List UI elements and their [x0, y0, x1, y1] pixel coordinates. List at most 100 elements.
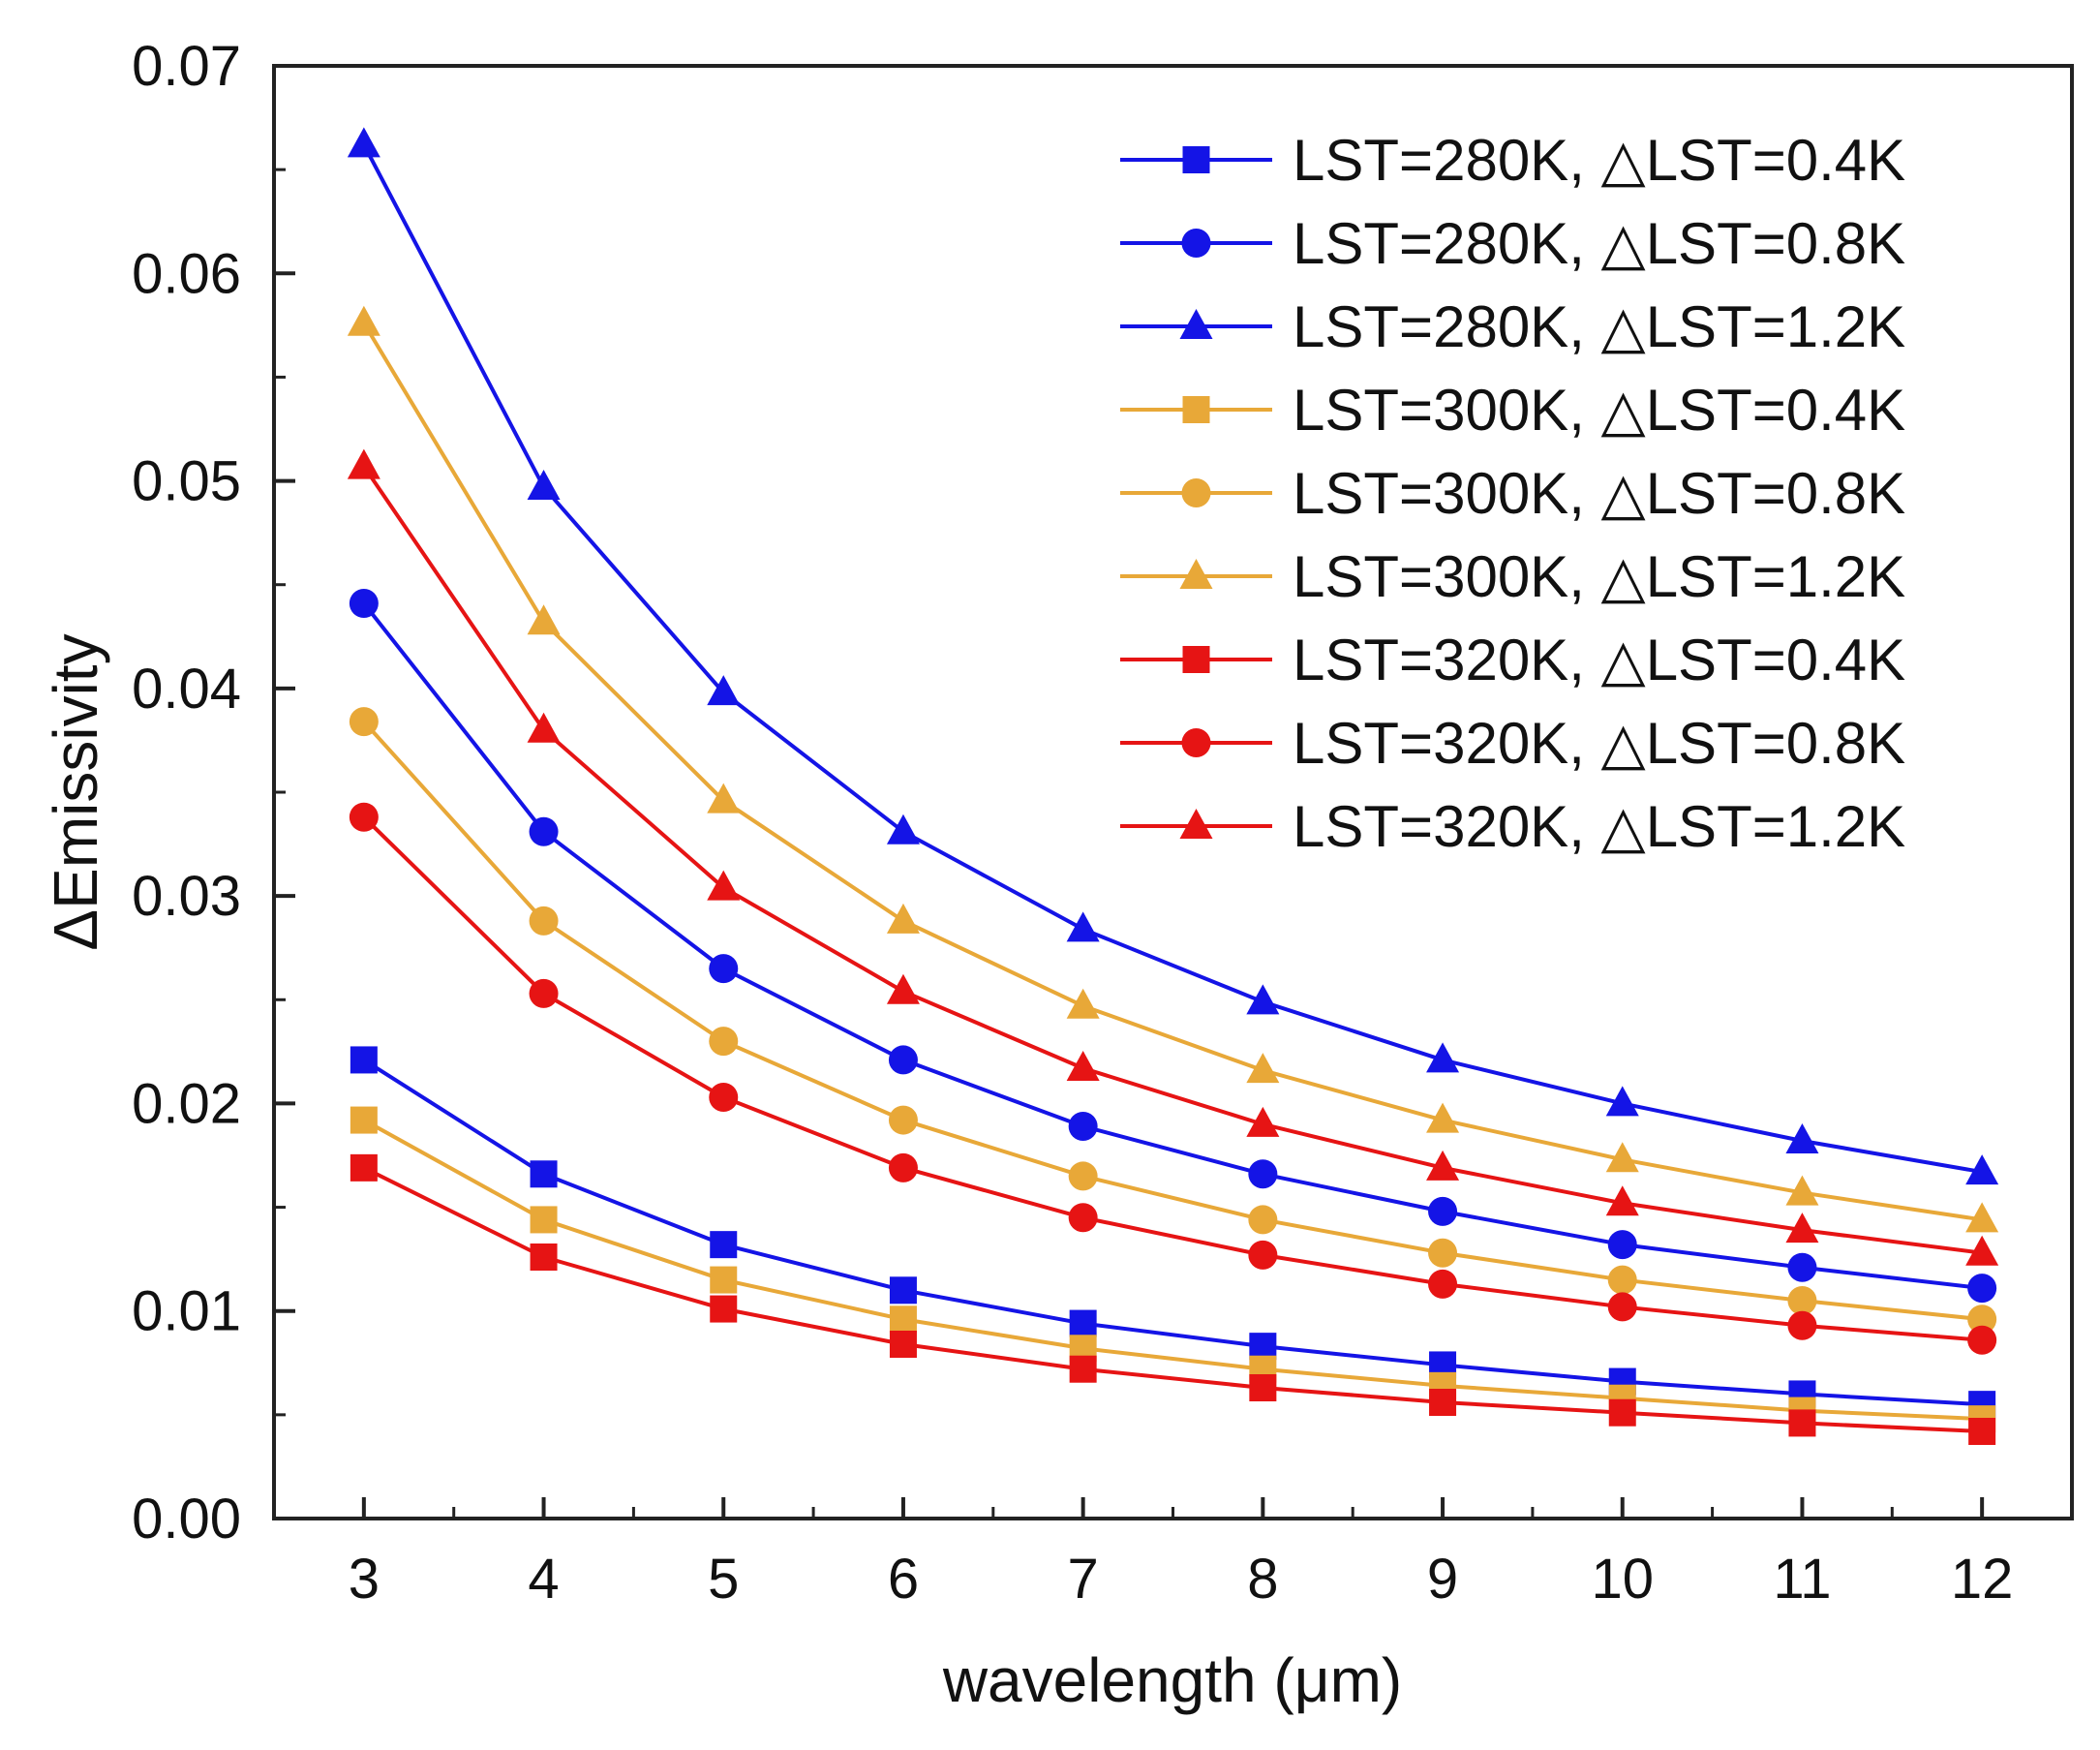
series-line [362, 1118, 1983, 1422]
series-3 [347, 127, 1999, 1185]
series-9 [347, 448, 1999, 1266]
data-point [1787, 1252, 1817, 1282]
data-point [1967, 1274, 1997, 1304]
data-point [527, 712, 561, 743]
x-tick-label: 11 [1773, 1548, 1831, 1611]
data-point [710, 1266, 738, 1294]
data-point [347, 448, 380, 479]
y-tick-label: 0.07 [132, 35, 241, 98]
x-tick-label: 4 [528, 1548, 559, 1611]
data-point [1605, 1185, 1639, 1216]
data-point [886, 973, 920, 1004]
data-point [1068, 1112, 1098, 1141]
data-point [1607, 1230, 1637, 1260]
series-line [362, 601, 1983, 1291]
data-point [707, 783, 741, 814]
data-point [709, 954, 739, 984]
data-point [886, 814, 920, 844]
data-point [347, 127, 380, 158]
data-point [1068, 1203, 1098, 1233]
legend-marker [1182, 646, 1210, 673]
data-point [1428, 1269, 1458, 1299]
legend-marker [1179, 309, 1213, 339]
series-1 [350, 1046, 1996, 1419]
data-point [1967, 1305, 1997, 1335]
legend-item: LST=300K, △LST=1.2K [1120, 544, 1905, 609]
data-point [347, 305, 380, 336]
legend-label: LST=280K, △LST=0.4K [1293, 128, 1905, 193]
data-point [527, 604, 561, 635]
y-tick-label: 0.02 [132, 1072, 241, 1135]
data-point [1249, 1374, 1277, 1401]
data-point [1428, 1238, 1458, 1268]
data-point [1069, 1309, 1097, 1337]
data-point [1426, 1150, 1460, 1181]
x-tick-label: 5 [708, 1548, 739, 1611]
data-point [888, 1152, 918, 1182]
data-point [710, 1295, 738, 1323]
y-tick-label: 0.06 [132, 242, 241, 305]
series-7 [350, 1153, 1996, 1445]
data-point [709, 1027, 739, 1057]
series-2 [349, 589, 1997, 1304]
legend-marker [1182, 396, 1210, 423]
data-point [350, 1153, 378, 1182]
data-point [888, 1105, 918, 1135]
legend-label: LST=320K, △LST=0.4K [1293, 628, 1905, 692]
legend-marker [1181, 229, 1211, 258]
series-line [362, 720, 1983, 1322]
data-point [707, 675, 741, 706]
legend-item: LST=320K, △LST=0.4K [1120, 628, 1905, 692]
data-point [1965, 1235, 1999, 1266]
legend: LST=280K, △LST=0.4K LST=280K, △LST=0.8K LS… [1120, 128, 1905, 859]
legend-marker [1181, 478, 1211, 507]
legend-label: LST=320K, △LST=1.2K [1293, 794, 1905, 859]
legend-marker [1181, 728, 1211, 757]
data-point [1246, 1106, 1280, 1137]
legend-marker [1179, 809, 1213, 839]
series-line [362, 1166, 1983, 1433]
series-layer [347, 127, 1999, 1445]
legend-label: LST=320K, △LST=0.8K [1293, 711, 1905, 776]
data-point [1246, 984, 1280, 1015]
legend-item: LST=320K, △LST=0.8K [1120, 711, 1905, 776]
y-tick-label: 0.03 [132, 865, 241, 928]
y-axis-title: ΔEmissivity [41, 633, 110, 950]
data-point [530, 1243, 558, 1271]
data-point [1785, 1213, 1819, 1243]
data-point [1066, 1051, 1100, 1081]
x-tick-label: 10 [1591, 1548, 1654, 1611]
series-8 [349, 802, 1997, 1355]
legend-label: LST=300K, △LST=0.4K [1293, 378, 1905, 443]
data-point [1246, 1053, 1280, 1084]
data-point [1787, 1310, 1817, 1340]
data-point [889, 1331, 917, 1358]
data-point [1967, 1325, 1997, 1355]
data-point [889, 1305, 917, 1334]
data-point [527, 470, 561, 500]
data-point [1066, 911, 1100, 942]
plot-area-frame [272, 64, 2074, 1520]
y-tick-label: 0.05 [132, 450, 241, 513]
data-point [1968, 1418, 1996, 1445]
data-point [1965, 1154, 1999, 1185]
legend-item: LST=320K, △LST=1.2K [1120, 794, 1905, 859]
data-point [349, 589, 379, 618]
y-tick-label: 0.01 [132, 1280, 241, 1343]
data-point [888, 1045, 918, 1075]
data-point [350, 1106, 378, 1134]
data-point [530, 1206, 558, 1234]
legend-item: LST=300K, △LST=0.4K [1120, 378, 1905, 443]
series-line [362, 1058, 1983, 1407]
series-line [362, 815, 1983, 1342]
legend-label: LST=280K, △LST=0.8K [1293, 211, 1905, 276]
data-point [889, 1276, 917, 1305]
series-4 [350, 1106, 1996, 1433]
series-6 [347, 305, 1999, 1233]
axes-layer: 3 4 5 6 7 8 9 10 11 12 0.00 0.01 0.02 0.03 0.04 0.05 0.0… [132, 35, 2013, 1611]
x-tick-label: 9 [1427, 1548, 1458, 1611]
x-tick-label: 7 [1068, 1548, 1099, 1611]
legend-label: LST=300K, △LST=0.8K [1293, 461, 1905, 526]
y-tick-label: 0.04 [132, 658, 241, 721]
data-point [1068, 1161, 1098, 1191]
